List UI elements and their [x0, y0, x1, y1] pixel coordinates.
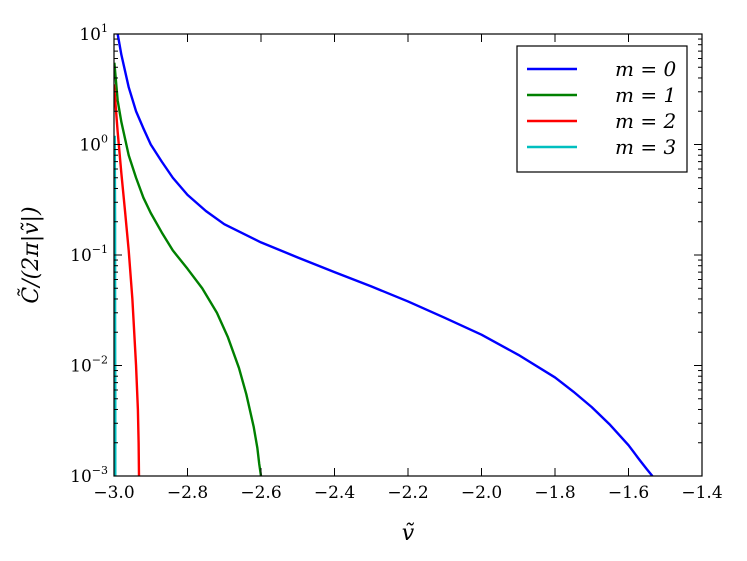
x-tick-label: −1.4 [681, 483, 722, 503]
series-line-m2 [114, 84, 141, 476]
legend: m = 0m = 1m = 2m = 3 [516, 45, 688, 173]
x-axis: −3.0 −2.8 −2.6 −2.4 −2.2 −2.0 −1.8 −1.6 −1.4 [93, 34, 723, 503]
x-tick-label: −2.4 [314, 483, 355, 503]
legend-label-m1: m = 1 [615, 83, 676, 107]
legend-label-m0: m = 0 [615, 57, 676, 81]
x-tick-label: −2.0 [461, 483, 502, 503]
y-tick-label: 10−3 [70, 464, 108, 487]
y-tick-label: 10−1 [70, 243, 108, 266]
x-tick-label: −1.8 [534, 483, 575, 503]
legend-label-m3: m = 3 [615, 135, 676, 159]
x-tick-label: −1.6 [608, 483, 649, 503]
x-tick-label: −3.0 [93, 483, 134, 503]
series-layer [114, 34, 654, 476]
series-line-m3 [114, 135, 117, 476]
x-tick-label: −2.6 [240, 483, 281, 503]
legend-box [516, 45, 688, 173]
series-line-m1 [114, 62, 263, 476]
y-axis: 10−3 10−2 10−1 100 101 [70, 22, 702, 487]
x-axis-label: ṽ [402, 521, 415, 546]
y-tick-label: 10−2 [70, 354, 108, 377]
legend-label-m2: m = 2 [615, 109, 676, 133]
x-tick-label: −2.8 [167, 483, 208, 503]
y-axis-label: C̃/(2π|ṽ|) [18, 206, 44, 303]
y-tick-label: 101 [79, 22, 108, 45]
x-tick-label: −2.2 [387, 483, 428, 503]
series-line-m0 [116, 34, 654, 476]
y-tick-label: 100 [79, 133, 108, 156]
